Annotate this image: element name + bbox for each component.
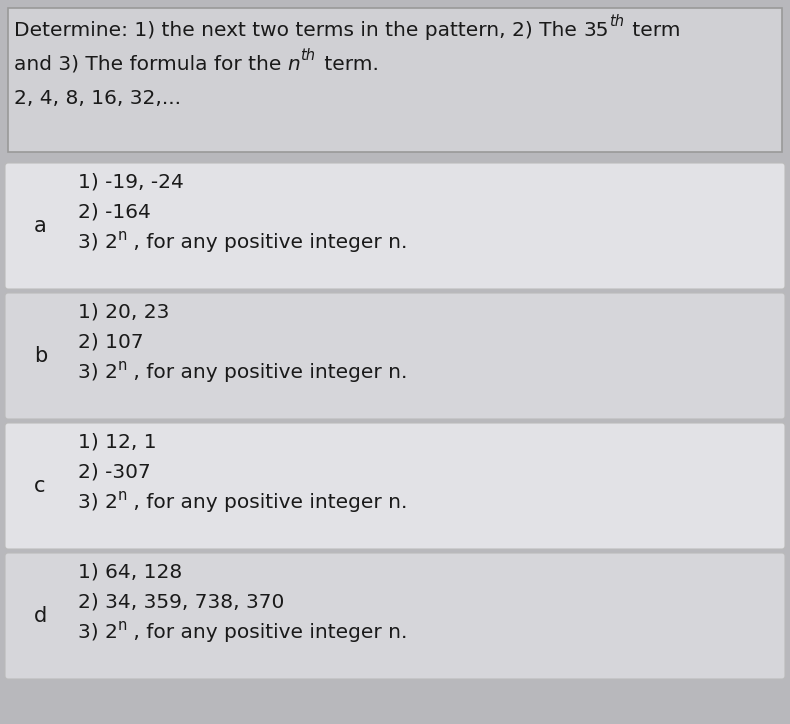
Text: 2) -164: 2) -164 xyxy=(78,203,151,222)
Text: 2) 107: 2) 107 xyxy=(78,333,144,352)
Text: 3) 2: 3) 2 xyxy=(78,493,118,512)
Text: 2) -307: 2) -307 xyxy=(78,463,151,482)
Text: term.: term. xyxy=(318,55,378,74)
Text: , for any positive integer n.: , for any positive integer n. xyxy=(127,493,408,512)
Text: n: n xyxy=(118,358,127,373)
Text: , for any positive integer n.: , for any positive integer n. xyxy=(127,233,408,252)
Text: 3) 2: 3) 2 xyxy=(78,623,118,642)
Text: n: n xyxy=(118,618,127,633)
FancyBboxPatch shape xyxy=(5,423,785,549)
Text: , for any positive integer n.: , for any positive integer n. xyxy=(127,363,408,382)
Text: d: d xyxy=(34,606,47,626)
Text: th: th xyxy=(609,14,624,29)
FancyBboxPatch shape xyxy=(5,293,785,419)
Text: c: c xyxy=(34,476,46,496)
Text: 3) 2: 3) 2 xyxy=(78,363,118,382)
Text: 1) 12, 1: 1) 12, 1 xyxy=(78,433,156,452)
Text: n: n xyxy=(118,228,127,243)
Text: 1) 20, 23: 1) 20, 23 xyxy=(78,303,169,322)
Text: a: a xyxy=(34,216,47,236)
Text: Determine: 1) the next two terms in the pattern, 2) The: Determine: 1) the next two terms in the … xyxy=(14,21,583,40)
Text: term: term xyxy=(626,21,680,40)
FancyBboxPatch shape xyxy=(8,8,782,152)
Text: n: n xyxy=(288,55,300,74)
Text: and 3) The formula for the: and 3) The formula for the xyxy=(14,55,288,74)
FancyBboxPatch shape xyxy=(5,553,785,679)
Text: 2) 34, 359, 738, 370: 2) 34, 359, 738, 370 xyxy=(78,593,284,612)
Text: n: n xyxy=(118,488,127,503)
Text: b: b xyxy=(34,346,47,366)
FancyBboxPatch shape xyxy=(5,163,785,289)
Text: th: th xyxy=(300,48,315,63)
Text: 3) 2: 3) 2 xyxy=(78,233,118,252)
Text: 2, 4, 8, 16, 32,...: 2, 4, 8, 16, 32,... xyxy=(14,89,181,108)
Text: 1) -19, -24: 1) -19, -24 xyxy=(78,173,184,192)
Text: 1) 64, 128: 1) 64, 128 xyxy=(78,563,182,582)
Text: , for any positive integer n.: , for any positive integer n. xyxy=(127,623,408,642)
Text: 35: 35 xyxy=(583,21,609,40)
